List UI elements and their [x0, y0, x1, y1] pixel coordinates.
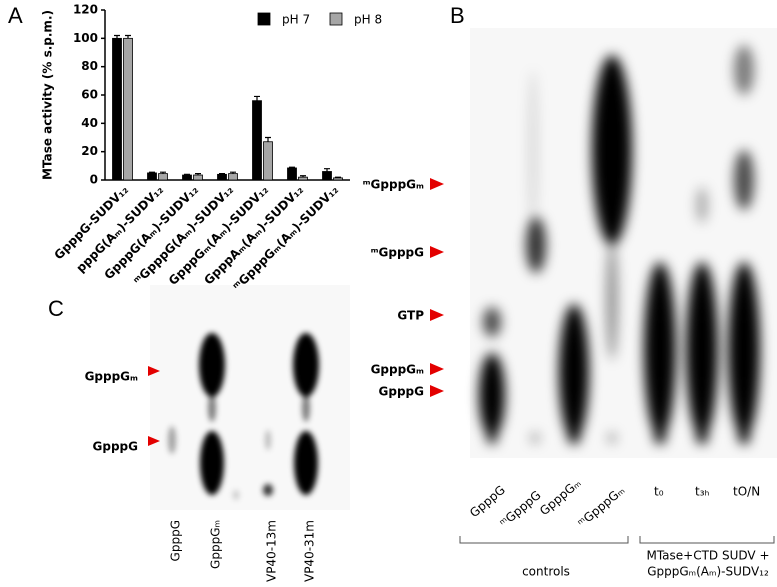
- lane-label: t₀: [654, 485, 664, 499]
- y-tick-label: 80: [81, 59, 98, 73]
- lane-label: VP40-31m: [303, 520, 317, 582]
- error-bar: [125, 34, 131, 39]
- bar: [322, 171, 332, 181]
- panel-letter: B: [450, 3, 465, 28]
- bar: [228, 173, 238, 181]
- panel-letter: A: [8, 3, 23, 28]
- error-bar: [254, 95, 260, 101]
- bar: [123, 37, 133, 181]
- lane-label: GpppGₘ: [209, 520, 223, 569]
- spot-label: GpppGₘ: [85, 370, 138, 384]
- error-bar: [195, 173, 201, 176]
- y-axis-title: MTase activity (% s.p.m.): [41, 10, 55, 180]
- gel-c: GpppGₘ GpppG GpppG GpppGₘ VP40-13m VP40-…: [85, 285, 350, 582]
- y-tick-label: 40: [81, 116, 98, 130]
- error-bar: [184, 173, 190, 176]
- lane-label: GpppGₘ: [537, 476, 583, 518]
- lane-label: ᵐGpppGₘ: [575, 483, 627, 530]
- legend-swatch: [329, 12, 343, 26]
- spot-label: GpppG: [379, 385, 424, 399]
- spot-label: GTP: [397, 309, 424, 323]
- bar: [158, 173, 168, 181]
- gel-b: ᵐGpppGₘ ᵐGpppG GTP GpppGₘ GpppG GpppG ᵐG…: [363, 28, 777, 579]
- bar: [182, 174, 192, 181]
- bar: [217, 173, 227, 181]
- lane-label: tO/N: [733, 485, 760, 499]
- group-label: controls: [522, 565, 570, 579]
- y-tick-label: 0: [90, 173, 98, 187]
- error-bar: [265, 136, 271, 142]
- error-bar: [324, 168, 330, 172]
- spot-label: ᵐGpppG: [371, 246, 424, 260]
- lane-label: VP40-13m: [265, 520, 279, 582]
- bar-chart: 0 20 40 60 80 100 120 MTase activity (% s.p.m.)…: [41, 3, 383, 294]
- lane-label: t₃ₕ: [695, 485, 710, 499]
- bar: [112, 37, 122, 181]
- panel-letter: C: [48, 296, 64, 321]
- legend-swatch: [257, 12, 271, 26]
- legend-label: pH 8: [354, 13, 382, 27]
- y-tick-label: 20: [81, 144, 98, 158]
- spot-label: GpppG: [93, 440, 138, 454]
- legend-label: pH 7: [282, 13, 310, 27]
- lane-label: GpppG: [169, 520, 183, 561]
- bar: [263, 141, 273, 181]
- error-bar: [114, 34, 120, 39]
- group-label: GpppGₘ(Aₘ)-SUDV₁₂: [647, 565, 769, 579]
- error-bar: [160, 171, 166, 174]
- error-bar: [300, 175, 306, 178]
- bar: [193, 174, 203, 181]
- error-bar: [149, 171, 155, 173]
- bar: [287, 167, 297, 181]
- bar: [147, 172, 157, 181]
- bar: [252, 100, 262, 181]
- error-bar: [230, 171, 236, 174]
- error-bar: [289, 166, 295, 168]
- bar: [333, 177, 343, 181]
- y-tick-label: 120: [73, 3, 98, 17]
- group-label: MTase+CTD SUDV +: [646, 549, 769, 563]
- spot-label: GpppGₘ: [371, 363, 424, 377]
- y-tick-label: 60: [81, 88, 98, 102]
- y-tick-label: 100: [73, 31, 98, 45]
- error-bar: [335, 176, 341, 178]
- spot-label: ᵐGpppGₘ: [363, 178, 424, 192]
- error-bar: [219, 173, 225, 175]
- bar: [298, 176, 308, 181]
